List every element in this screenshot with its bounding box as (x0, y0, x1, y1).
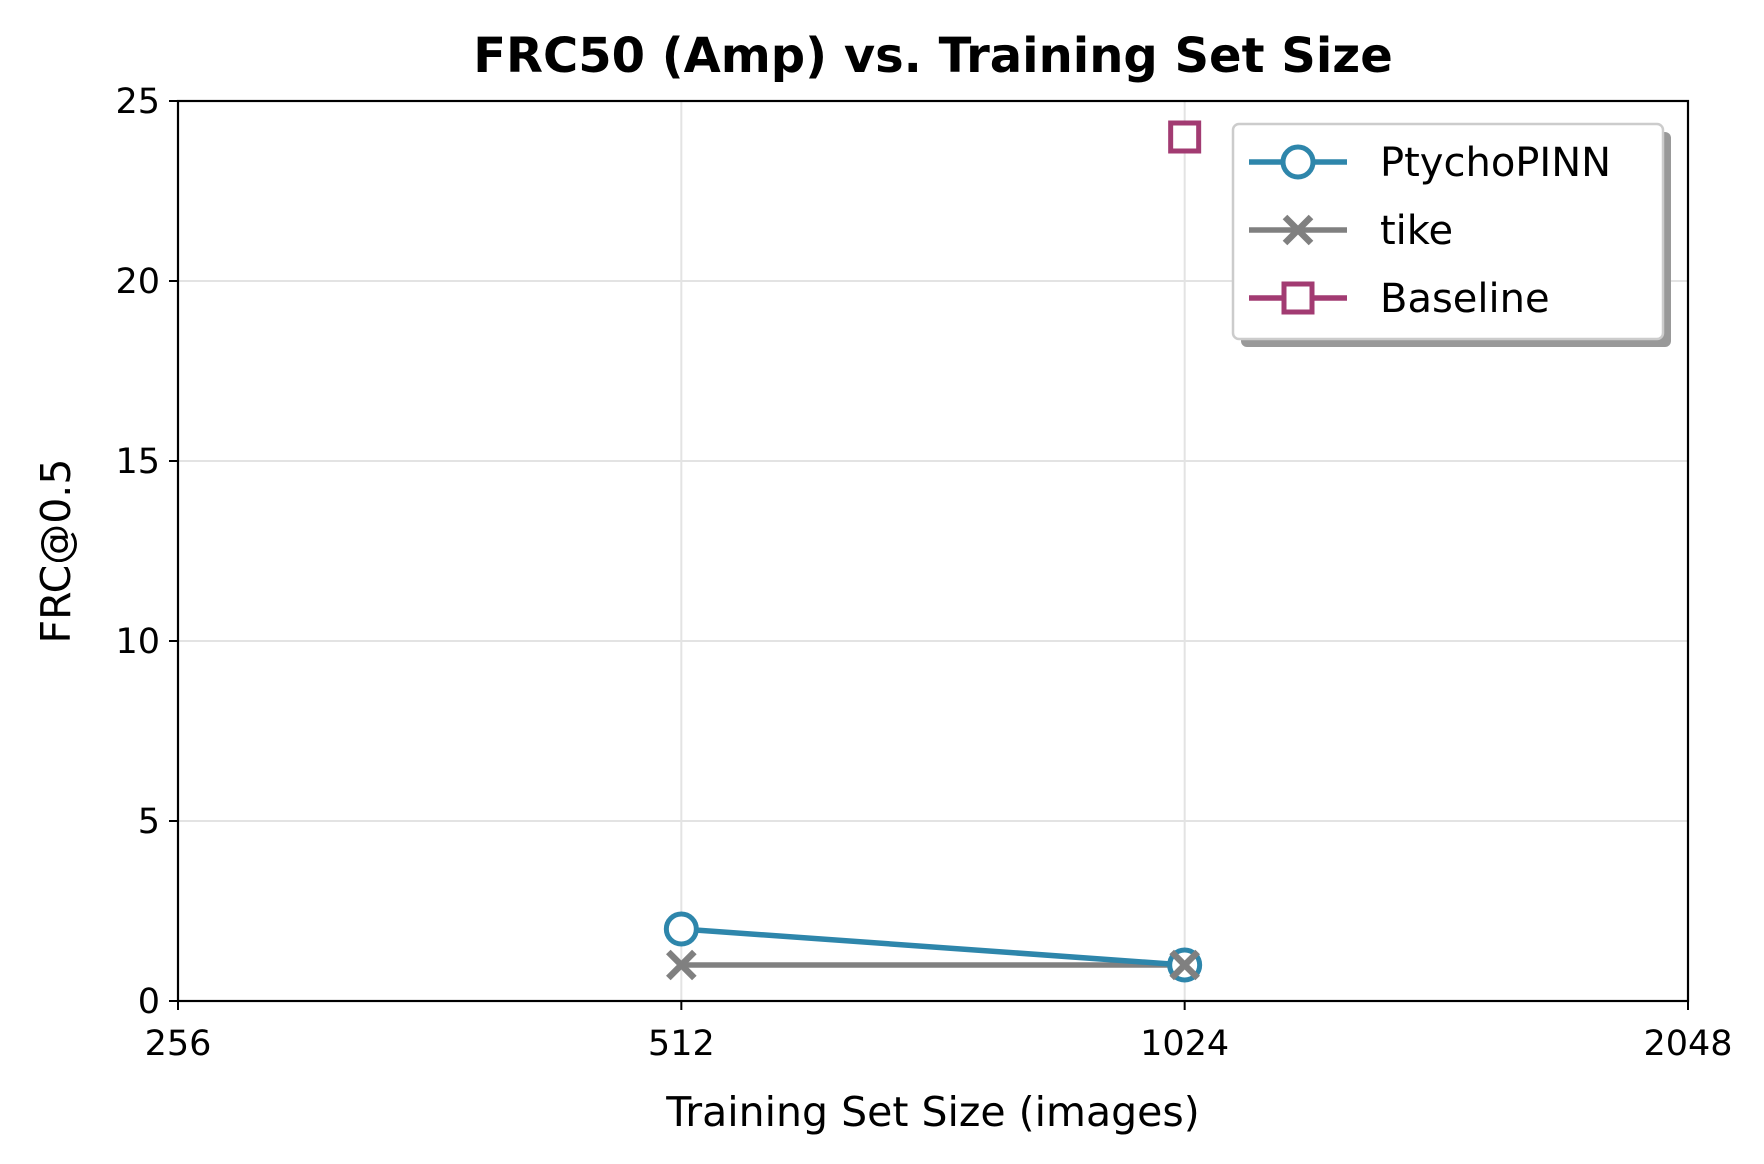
series-ptychopinn (681, 926, 1185, 968)
x-tick-label: 256 (145, 1024, 212, 1064)
legend-label-tike: tike (1380, 208, 1453, 254)
legend-entry-ptychopinn: PtychoPINN (1249, 140, 1611, 186)
legend-marker-tike (1282, 214, 1314, 246)
x-marker-stroke (1169, 949, 1200, 981)
y-tick-label: 20 (115, 262, 160, 302)
y-tick-label: 25 (115, 82, 160, 122)
legend-marker-baseline (1281, 281, 1315, 315)
x-tick-label: 1024 (1140, 1024, 1229, 1064)
data-point-baseline (1168, 120, 1202, 154)
legend: PtychoPINN tike Baseline (1231, 122, 1671, 347)
series-markers-baseline (1168, 120, 1202, 154)
legend-label-ptychopinn: PtychoPINN (1380, 140, 1611, 186)
data-series (663, 120, 1203, 983)
data-point-tike (1169, 949, 1200, 981)
legend-marker-ptychopinn (1280, 144, 1316, 180)
legend-box (1231, 122, 1665, 341)
x-tick-label: 2048 (1643, 1024, 1732, 1064)
chart-title: FRC50 (Amp) vs. Training Set Size (473, 28, 1393, 84)
axis-ticks: 256 512 1024 2048 0 5 10 15 20 25 (115, 82, 1732, 1064)
series-line-ptychopinn (681, 926, 1185, 968)
y-tick-label: 15 (115, 442, 160, 482)
y-axis-label: FRC@0.5 (32, 459, 80, 644)
series-markers-tike (666, 949, 1200, 981)
x-marker-stroke (666, 949, 697, 981)
y-tick-label: 5 (138, 802, 160, 842)
x-axis-label: Training Set Size (images) (665, 1088, 1199, 1136)
y-tick-label: 10 (115, 622, 160, 662)
x-marker-stroke (1282, 214, 1314, 246)
legend-label-baseline: Baseline (1380, 276, 1550, 322)
data-point-ptychopinn (663, 911, 699, 947)
plot-frame (176, 99, 1690, 1003)
data-point-tike (666, 949, 697, 981)
y-tick-label: 0 (138, 982, 160, 1022)
legend-entry-tike: tike (1249, 208, 1453, 254)
x-tick-label: 512 (648, 1024, 715, 1064)
legend-entry-baseline: Baseline (1249, 276, 1550, 322)
